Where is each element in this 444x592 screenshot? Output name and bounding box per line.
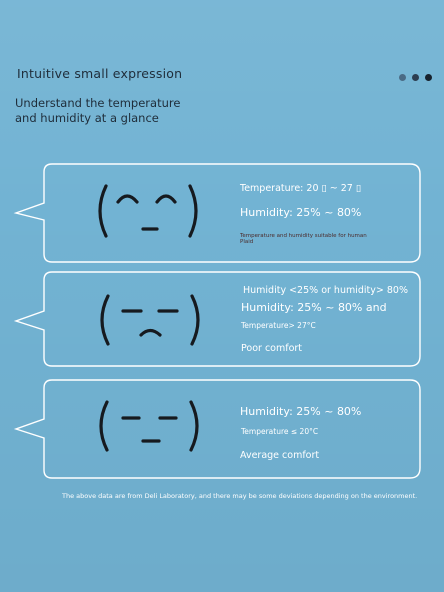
footer-disclaimer: The above data are from Deli Laboratory,… (62, 492, 418, 500)
page-title: Intuitive small expression (17, 66, 183, 81)
card1-humidity: Humidity: 25% ~ 80% (240, 206, 362, 219)
pagination-dots (399, 74, 432, 81)
neutral-face-icon (99, 400, 199, 452)
card1-note-2: Plaid (240, 239, 254, 245)
bubble-outline-comfortable (13, 163, 421, 263)
pagination-dot[interactable] (425, 74, 432, 81)
card2-humidity: Humidity: 25% ~ 80% and (241, 301, 387, 314)
card3-temperature: Temperature ≤ 20°C (241, 427, 319, 436)
card2-condition: Humidity <25% or humidity> 80% (243, 285, 408, 296)
happy-face-icon (98, 184, 198, 238)
page-subtitle: Understand the temperature and humidity … (15, 96, 181, 125)
pagination-dot[interactable] (412, 74, 419, 81)
card3-humidity: Humidity: 25% ~ 80% (240, 405, 362, 418)
bubble-outline-average (13, 379, 421, 479)
card1-temperature: Temperature: 20 ▯ ~ 27 ▯ (240, 183, 362, 194)
frown-face-icon (100, 294, 200, 346)
card2-temperature: Temperature> 27°C (241, 321, 316, 330)
bubble-outline-poor (13, 271, 421, 367)
card2-comfort: Poor comfort (241, 343, 303, 354)
pagination-dot[interactable] (399, 74, 406, 81)
card1-note: Temperature and humidity suitable for hu… (240, 233, 367, 239)
card3-comfort: Average comfort (240, 450, 320, 461)
